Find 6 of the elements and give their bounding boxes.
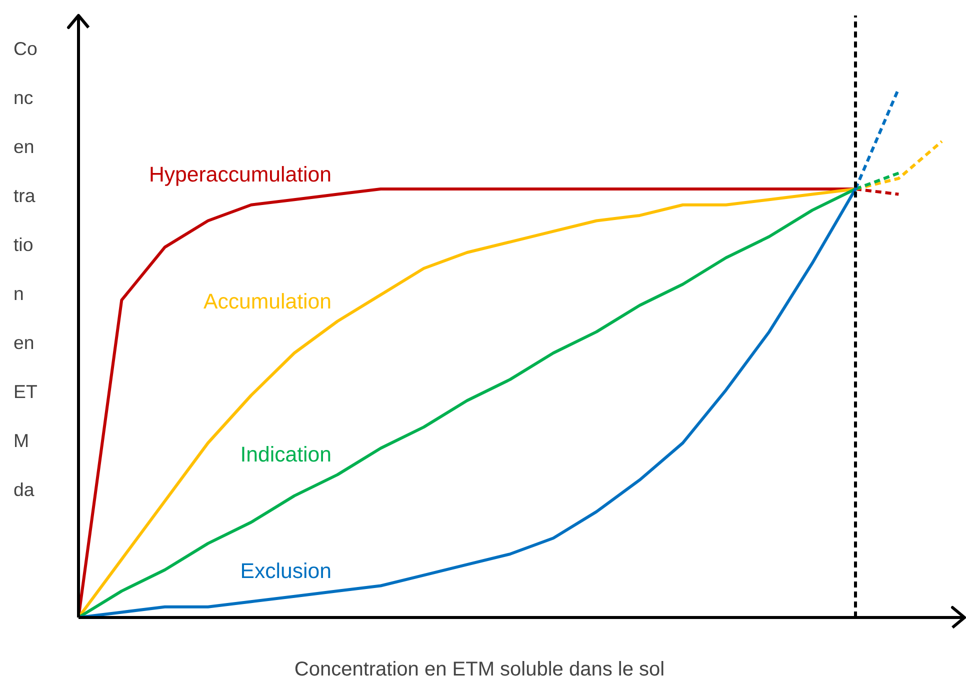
text: Co nc en tra tio n en ET M da — [14, 38, 38, 500]
x-axis-title: Concentration en ETM soluble dans le sol — [294, 658, 665, 678]
series-label: Hyperaccumulation — [148, 162, 332, 186]
series-label: Accumulation — [203, 289, 332, 314]
series-label: Exclusion — [240, 559, 332, 584]
series-label: Indication — [240, 442, 332, 467]
